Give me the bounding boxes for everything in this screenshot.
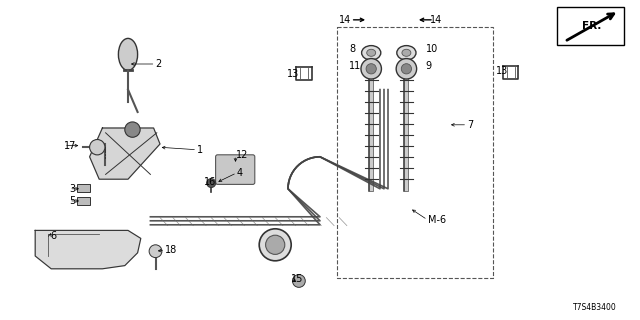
Text: 3: 3 [69, 184, 76, 194]
Text: 12: 12 [236, 150, 248, 160]
Text: 11: 11 [349, 60, 362, 71]
Circle shape [259, 229, 291, 261]
Circle shape [396, 59, 417, 79]
Text: 13: 13 [287, 69, 299, 79]
Ellipse shape [118, 38, 138, 70]
Text: T7S4B3400: T7S4B3400 [573, 303, 616, 312]
Text: 17: 17 [64, 140, 76, 151]
Ellipse shape [362, 46, 381, 60]
Text: 10: 10 [426, 44, 438, 54]
Ellipse shape [402, 49, 411, 56]
Circle shape [149, 245, 162, 258]
Text: 7: 7 [467, 120, 474, 130]
Text: 13: 13 [496, 66, 508, 76]
Circle shape [401, 64, 412, 74]
Circle shape [207, 179, 216, 188]
Bar [77, 184, 90, 192]
Ellipse shape [397, 46, 416, 60]
Text: 14: 14 [430, 15, 442, 25]
Text: 2: 2 [156, 59, 162, 69]
Polygon shape [90, 128, 160, 179]
Circle shape [125, 122, 140, 137]
Bar [77, 197, 90, 205]
Circle shape [361, 59, 381, 79]
Text: M-6: M-6 [428, 215, 445, 225]
Circle shape [292, 275, 305, 287]
Text: 1: 1 [197, 145, 204, 155]
Text: 8: 8 [349, 44, 356, 54]
Bar [337, 27, 493, 278]
Circle shape [366, 64, 376, 74]
Ellipse shape [367, 49, 376, 56]
Text: 5: 5 [69, 196, 76, 206]
Circle shape [90, 140, 105, 155]
FancyBboxPatch shape [216, 155, 255, 184]
Text: 9: 9 [426, 60, 432, 71]
Text: 18: 18 [165, 245, 177, 255]
Text: 15: 15 [291, 274, 303, 284]
Text: 4: 4 [237, 168, 243, 178]
Polygon shape [35, 230, 141, 269]
Text: 14: 14 [339, 15, 351, 25]
Text: 16: 16 [204, 177, 216, 187]
Text: 6: 6 [50, 231, 56, 241]
Circle shape [266, 235, 285, 254]
Bar [557, 7, 624, 45]
Text: FR.: FR. [582, 21, 602, 31]
